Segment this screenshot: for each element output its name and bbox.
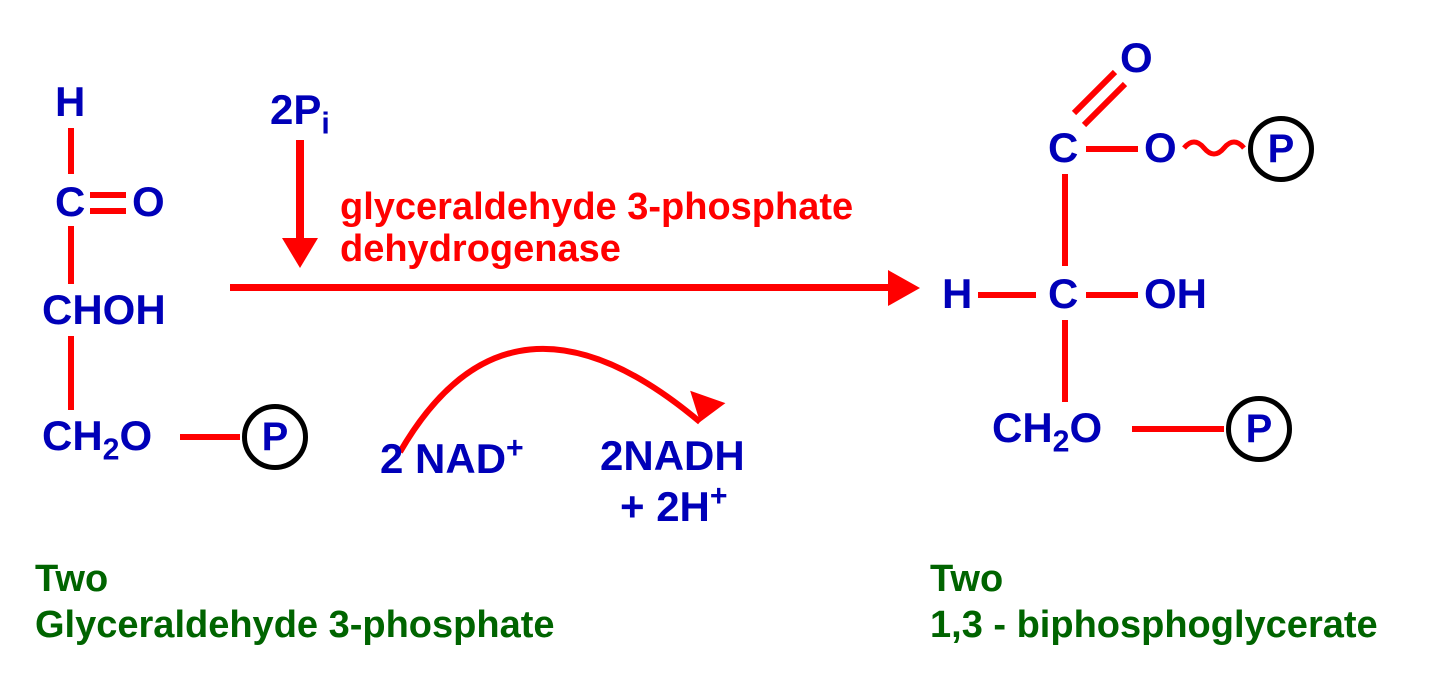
right-c1-o: O <box>1144 124 1177 172</box>
main-arrow-shaft <box>230 284 890 291</box>
left-ch2o-post: O <box>120 412 153 459</box>
left-atom-choh: CHOH <box>42 286 166 334</box>
left-dbond-co-1 <box>90 192 126 198</box>
pi-sub: i <box>321 107 329 140</box>
right-ch2o-sub: 2 <box>1053 425 1070 458</box>
enzyme-line2: dehydrogenase <box>340 228 621 271</box>
pi-arrow-shaft <box>296 140 304 240</box>
left-atom-o: O <box>132 178 165 226</box>
right-caption-2: 1,3 - biphosphoglycerate <box>930 604 1378 647</box>
nadh2-sup: + <box>710 480 728 513</box>
left-bond-choh-ch2o <box>68 336 74 410</box>
cofactor-nad: 2 NAD+ <box>380 432 524 483</box>
main-arrow-head <box>888 270 920 306</box>
left-ch2o-pre: CH <box>42 412 103 459</box>
left-bond-ch2o-p <box>180 434 240 440</box>
right-dbond-co-2 <box>1082 82 1127 127</box>
left-phosphate-circle: P <box>242 404 308 470</box>
right-bond-c1-o <box>1086 146 1138 152</box>
cofactor-nadh-1: 2NADH <box>600 432 745 480</box>
right-bond-c1-c2 <box>1062 174 1068 266</box>
right-caption-1: Two <box>930 558 1003 601</box>
right-ch2o-post: O <box>1070 404 1103 451</box>
right-bond-c2-c3 <box>1062 320 1068 402</box>
left-atom-ch2o: CH2O <box>42 412 152 467</box>
phosphate-in-label: 2Pi <box>270 86 330 141</box>
right-top-o: O <box>1120 34 1153 82</box>
left-atom-c: C <box>55 178 85 226</box>
left-bond-c-choh <box>68 226 74 284</box>
left-ch2o-sub: 2 <box>103 433 120 466</box>
pi-arrow-head <box>282 238 318 268</box>
enzyme-line1: glyceraldehyde 3-phosphate <box>340 186 853 229</box>
cofactor-nadh-2: + 2H+ <box>620 480 728 531</box>
right-bond-h-c2 <box>978 292 1036 298</box>
nadh2-pre: + 2H <box>620 483 710 530</box>
pi-pre: 2P <box>270 86 321 133</box>
right-p2-circle: P <box>1226 396 1292 462</box>
right-c1: C <box>1048 124 1078 172</box>
left-atom-h: H <box>55 78 85 126</box>
right-mid-h: H <box>942 270 972 318</box>
left-caption-2: Glyceraldehyde 3-phosphate <box>35 604 555 647</box>
right-bond-c2-oh <box>1086 292 1138 298</box>
nad-sup: + <box>506 432 524 465</box>
left-bond-h-c <box>68 128 74 174</box>
right-ch2o-pre: CH <box>992 404 1053 451</box>
right-bond-ch2o-p <box>1132 426 1224 432</box>
right-ch2o: CH2O <box>992 404 1102 459</box>
left-caption-1: Two <box>35 558 108 601</box>
right-c2: C <box>1048 270 1078 318</box>
right-mid-oh: OH <box>1144 270 1207 318</box>
left-dbond-co-2 <box>90 208 126 214</box>
right-o-p-highE-bond <box>1182 138 1246 158</box>
right-p1-circle: P <box>1248 116 1314 182</box>
nad-pre: 2 NAD <box>380 435 506 482</box>
